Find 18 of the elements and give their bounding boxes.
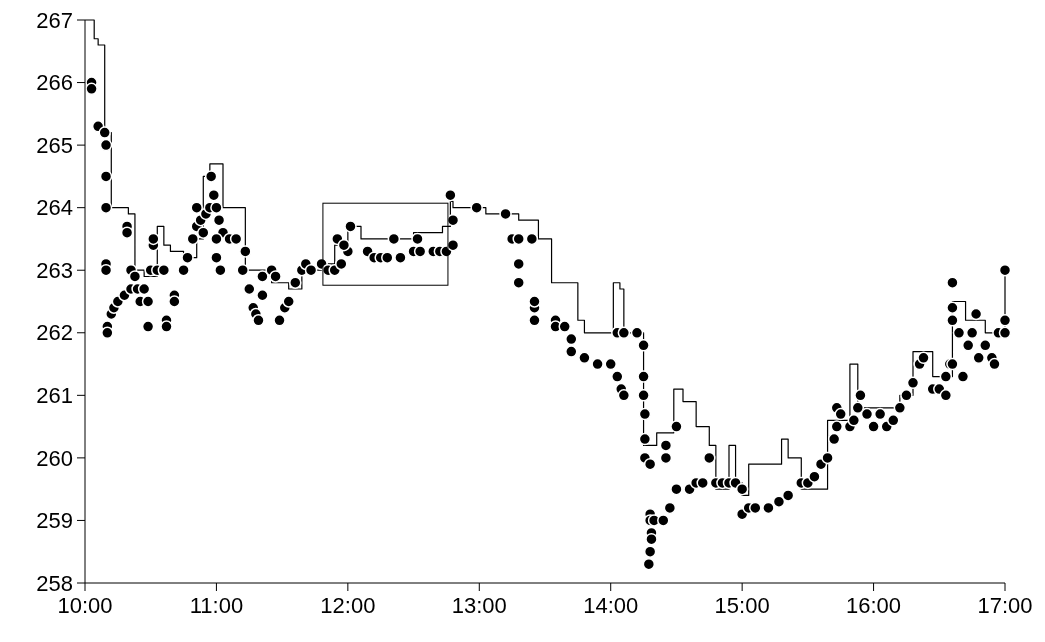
y-tick-label: 262 xyxy=(36,320,73,346)
x-tick-label: 10:00 xyxy=(57,593,113,618)
y-tick-label: 261 xyxy=(36,383,73,409)
y-tick-label: 258 xyxy=(36,570,73,596)
y-tick-label: 264 xyxy=(36,195,73,221)
x-tick-label: 15:00 xyxy=(714,593,770,618)
y-tick-label: 263 xyxy=(36,257,73,283)
y-tick-label: 265 xyxy=(36,132,73,158)
x-tick-label: 17:00 xyxy=(977,593,1033,618)
x-tick-label: 14:00 xyxy=(583,593,639,618)
y-tick-label: 267 xyxy=(36,7,73,33)
x-tick-label: 12:00 xyxy=(320,593,376,618)
x-tick-label: 16:00 xyxy=(846,593,902,618)
y-tick-label: 260 xyxy=(36,445,73,471)
x-tick-label: 11:00 xyxy=(189,593,244,618)
y-tick-label: 266 xyxy=(36,70,73,96)
y-tick-label: 259 xyxy=(36,508,73,534)
x-tick-label: 13:00 xyxy=(451,593,507,618)
